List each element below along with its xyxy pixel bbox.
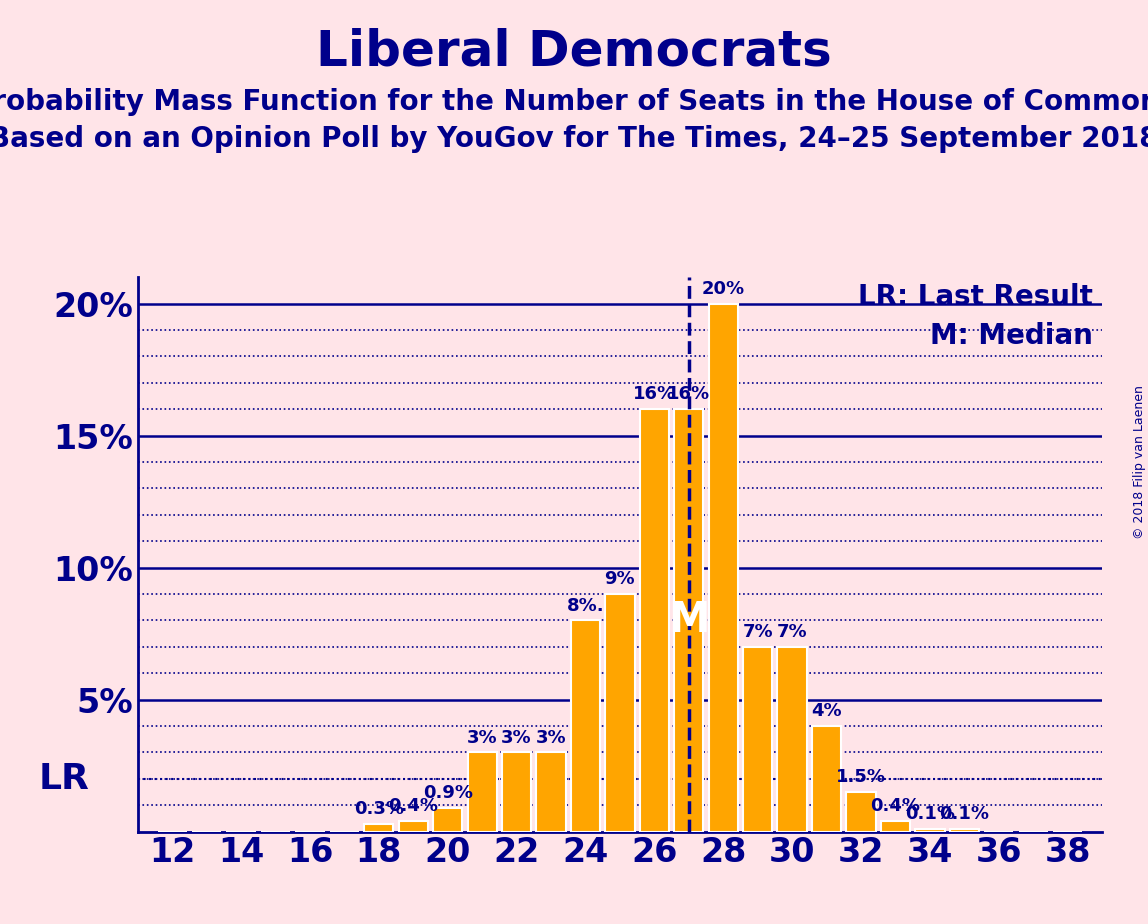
Text: 0.4%: 0.4% (870, 797, 921, 815)
Text: M: M (668, 600, 709, 641)
Text: M: Median: M: Median (930, 322, 1093, 349)
Text: LR: Last Result: LR: Last Result (858, 283, 1093, 310)
Bar (502, 752, 532, 832)
Text: © 2018 Filip van Laenen: © 2018 Filip van Laenen (1133, 385, 1146, 539)
Text: 16%: 16% (667, 385, 711, 404)
Text: Liberal Democrats: Liberal Democrats (316, 28, 832, 76)
Bar (674, 409, 704, 832)
Bar (915, 829, 945, 832)
Text: 7%: 7% (743, 623, 773, 641)
Text: 3%: 3% (502, 729, 532, 747)
Bar (639, 409, 669, 832)
Bar (605, 594, 635, 832)
Bar (571, 620, 600, 832)
Text: 7%: 7% (777, 623, 807, 641)
Bar (708, 304, 738, 832)
Bar (467, 752, 497, 832)
Text: 1.5%: 1.5% (836, 768, 886, 786)
Text: Probability Mass Function for the Number of Seats in the House of Commons: Probability Mass Function for the Number… (0, 88, 1148, 116)
Bar (949, 829, 979, 832)
Text: 9%: 9% (605, 570, 635, 589)
Bar (743, 647, 773, 832)
Bar (536, 752, 566, 832)
Bar (812, 726, 841, 832)
Bar (881, 821, 910, 832)
Text: 4%: 4% (812, 702, 841, 720)
Text: 0.3%: 0.3% (354, 800, 404, 818)
Text: 0.9%: 0.9% (422, 784, 473, 802)
Bar (364, 823, 394, 832)
Bar (846, 792, 876, 832)
Text: 0.1%: 0.1% (939, 805, 990, 823)
Text: 0.1%: 0.1% (905, 805, 955, 823)
Text: Based on an Opinion Poll by YouGov for The Times, 24–25 September 2018: Based on an Opinion Poll by YouGov for T… (0, 125, 1148, 152)
Bar (398, 821, 428, 832)
Bar (777, 647, 807, 832)
Bar (433, 808, 463, 832)
Text: 16%: 16% (633, 385, 676, 404)
Text: 0.4%: 0.4% (388, 797, 439, 815)
Text: 20%: 20% (701, 280, 745, 298)
Text: LR: LR (39, 761, 90, 796)
Text: 8%.: 8%. (567, 597, 604, 614)
Text: 3%: 3% (467, 729, 497, 747)
Text: 3%: 3% (536, 729, 566, 747)
